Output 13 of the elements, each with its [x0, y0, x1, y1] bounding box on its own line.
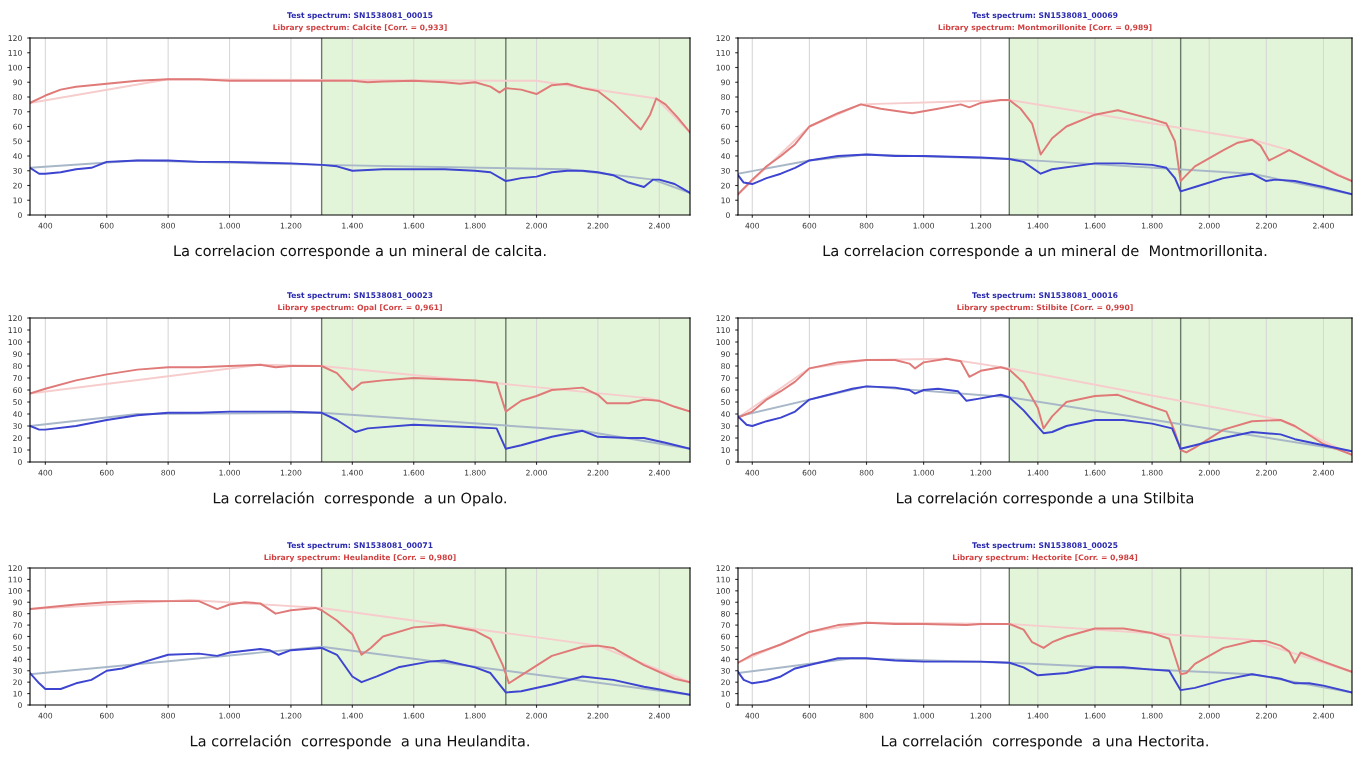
line-series — [738, 153, 1352, 196]
text: La correlación corresponde a un Opalo. — [213, 491, 506, 507]
text: La correlación corresponde a una Hectorita. — [881, 734, 1208, 750]
line-series — [30, 363, 690, 413]
line-series — [738, 357, 1352, 456]
text: La correlacion corresponde a un mineral de Montmorillonita. — [823, 244, 1267, 260]
line-series — [30, 78, 690, 134]
line-series — [738, 98, 1352, 196]
line-series — [738, 385, 1352, 453]
text: La correlacion corresponde a un mineral de calcita. — [174, 244, 546, 260]
line-series — [738, 657, 1352, 694]
text: La correlación corresponde a una Heulandita. — [190, 734, 529, 750]
text: La correlación corresponde a una Stilbita — [897, 491, 1194, 507]
